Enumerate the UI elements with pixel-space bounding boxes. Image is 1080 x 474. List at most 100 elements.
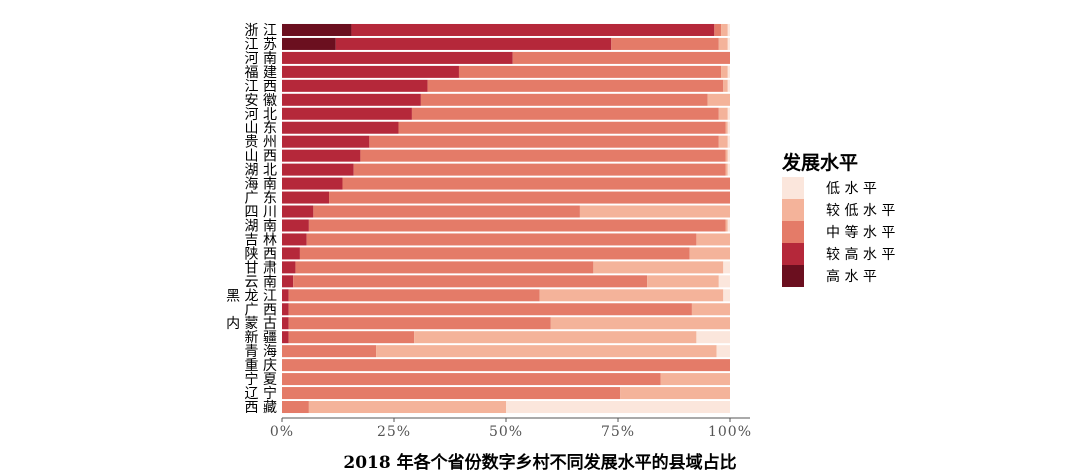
legend-swatch	[782, 177, 804, 199]
y-axis-labels: 浙 江江 苏河 南福 建江 西安 徽河 北山 东贵 州山 西湖 北海 南广 东四…	[226, 23, 277, 416]
stacked-bar-chart: 浙 江江 苏河 南福 建江 西安 徽河 北山 东贵 州山 西湖 北海 南广 东四…	[226, 23, 895, 440]
bar-segment	[716, 345, 730, 358]
bar-segment	[691, 303, 730, 316]
bar-segment	[282, 163, 354, 176]
bar-segment	[721, 23, 728, 36]
bar-segment	[282, 149, 361, 162]
bar-segment	[335, 37, 612, 50]
bar-segment	[282, 359, 730, 372]
bar-segment	[376, 345, 717, 358]
bar-segment	[660, 373, 730, 386]
chart-caption: 2018 年各个省份数字乡村不同发展水平的县域占比	[343, 453, 737, 473]
y-tick-label: 四 川	[245, 205, 277, 221]
bar-segment	[295, 261, 594, 274]
y-tick-label: 山 西	[245, 149, 277, 165]
bar-segment	[721, 65, 728, 78]
bar-segment	[288, 317, 551, 330]
y-tick-label: 重 庆	[245, 358, 277, 374]
bar-segment	[714, 23, 722, 36]
bar-segment	[299, 247, 690, 260]
bar-segment	[342, 177, 730, 190]
y-tick-label: 新 疆	[245, 330, 277, 346]
y-tick-label: 甘 肃	[245, 260, 277, 276]
y-tick-label: 河 北	[245, 107, 277, 123]
bars-group	[282, 23, 730, 414]
y-tick-label: 青 海	[245, 344, 277, 360]
legend-label: 低 水 平	[826, 181, 877, 197]
bar-segment	[308, 401, 506, 414]
bar-segment	[718, 37, 728, 50]
y-tick-label: 广 东	[245, 191, 277, 207]
bar-segment	[282, 401, 309, 414]
bar-segment	[282, 177, 343, 190]
bar-segment	[293, 275, 648, 288]
x-tick-label: 0%	[270, 424, 294, 440]
bar-segment	[282, 65, 459, 78]
x-tick-label: 25%	[377, 424, 411, 440]
bar-segment	[282, 261, 296, 274]
bar-segment	[718, 135, 728, 148]
bar-segment	[427, 79, 724, 92]
bar-segment	[620, 387, 730, 400]
bar-segment	[725, 121, 728, 134]
bar-segment	[723, 261, 730, 274]
bar-segment	[727, 121, 730, 134]
bar-segment	[313, 205, 580, 218]
bar-segment	[282, 135, 370, 148]
bar-segment	[727, 65, 730, 78]
bar-segment	[420, 93, 708, 106]
bar-segment	[308, 219, 726, 232]
bar-segment	[579, 205, 730, 218]
bar-segment	[282, 79, 428, 92]
bar-segment	[351, 23, 715, 36]
y-tick-label: 湖 北	[245, 163, 277, 179]
bar-segment	[288, 331, 415, 344]
bar-segment	[539, 289, 724, 302]
x-axis: 0% 25% 50% 75% 100%	[270, 417, 751, 440]
bar-segment	[282, 191, 330, 204]
bar-segment	[288, 289, 540, 302]
bar-segment	[282, 247, 300, 260]
bar-segment	[550, 317, 730, 330]
x-tick-label: 75%	[601, 424, 635, 440]
bar-segment	[282, 37, 336, 50]
bar-segment	[360, 149, 726, 162]
y-tick-label: 湖 南	[245, 218, 277, 234]
bar-segment	[696, 233, 730, 246]
bar-segment	[727, 135, 730, 148]
bar-segment	[506, 401, 730, 414]
bar-segment	[707, 93, 730, 106]
legend-swatch	[782, 243, 804, 265]
bar-segment	[282, 345, 377, 358]
legend-label: 中 等 水 平	[826, 224, 895, 241]
legend-swatch	[782, 199, 804, 221]
legend-label: 较 高 水 平	[826, 246, 895, 263]
y-tick-label: 河 南	[245, 51, 277, 67]
bar-segment	[689, 247, 730, 260]
bar-segment	[306, 233, 697, 246]
bar-segment	[282, 387, 621, 400]
bar-segment	[329, 191, 730, 204]
y-tick-label: 吉 林	[245, 232, 277, 248]
y-tick-label: 宁 夏	[245, 371, 277, 388]
bar-segment	[727, 163, 730, 176]
legend-label: 较 低 水 平	[826, 203, 895, 219]
y-tick-label: 贵 州	[245, 135, 277, 151]
bar-segment	[398, 121, 726, 134]
y-tick-label: 山 东	[245, 121, 277, 137]
bar-segment	[282, 289, 289, 302]
bar-segment	[725, 163, 728, 176]
bar-segment	[282, 107, 412, 120]
bar-segment	[725, 219, 728, 232]
bar-segment	[593, 261, 724, 274]
bar-segment	[282, 331, 289, 344]
bar-segment	[727, 79, 730, 92]
bar-segment	[727, 107, 730, 120]
bar-segment	[458, 65, 722, 78]
bar-segment	[282, 275, 294, 288]
y-tick-label: 陕 西	[245, 246, 277, 262]
bar-segment	[727, 37, 730, 50]
bar-segment	[647, 275, 719, 288]
bar-segment	[723, 79, 728, 92]
bar-segment	[727, 149, 730, 162]
